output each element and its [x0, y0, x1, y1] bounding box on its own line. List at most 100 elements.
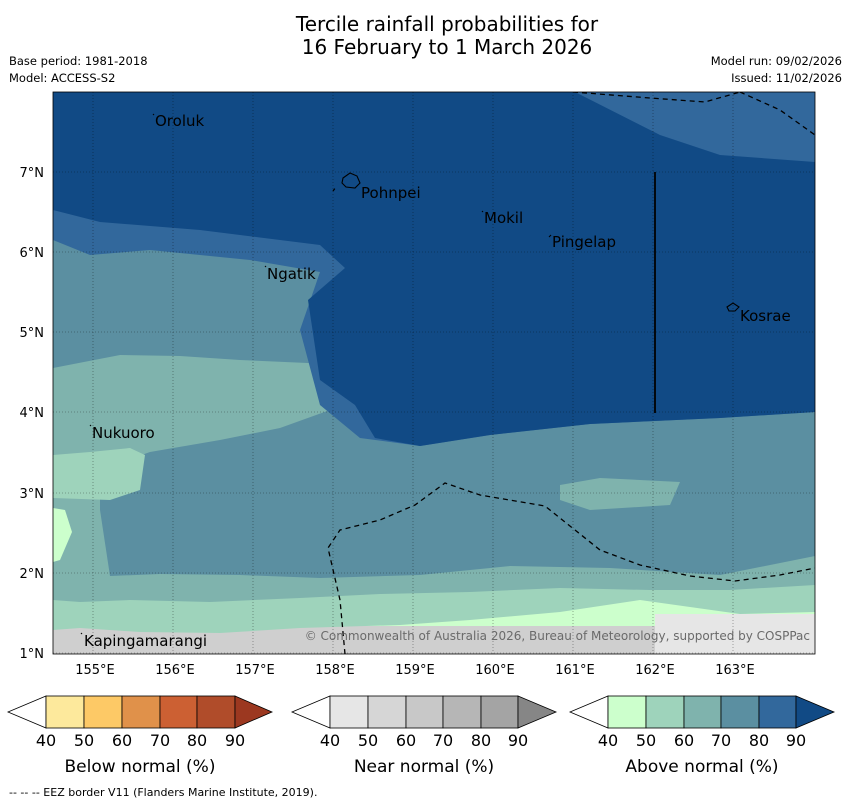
eez-footnote: -- -- -- EEZ border V11 (Flanders Marine… — [9, 786, 318, 799]
colorbar-tick-labels: 40 50 60 70 80 90 40 50 60 70 80 90 40 5… — [36, 731, 806, 750]
lat-label: 6°N — [20, 246, 45, 261]
tick-label: 90 — [786, 731, 806, 750]
tick-label: 60 — [674, 731, 694, 750]
tick-label: 70 — [711, 731, 731, 750]
copyright-notice: © Commonwealth of Australia 2026, Bureau… — [305, 629, 810, 643]
above-50-60-west-patch — [53, 448, 145, 500]
above-normal-title: Above normal (%) — [625, 757, 778, 777]
swatch-above — [720, 695, 760, 729]
kosrae-island-icon — [726, 302, 740, 312]
kapingamarangi-atoll-icon — [80, 632, 83, 635]
tick-label: 40 — [36, 731, 56, 750]
near-normal-title: Near normal (%) — [354, 757, 494, 777]
place-label: Pingelap — [552, 233, 616, 251]
swatch-near — [442, 695, 482, 729]
eez-borders — [327, 92, 815, 654]
colorbar-above — [568, 695, 836, 729]
lat-label: 1°N — [20, 647, 45, 662]
tick-label: 80 — [471, 731, 491, 750]
run-info: Model run: 09/02/2026 Issued: 11/02/2026 — [711, 53, 842, 87]
above-40-50-west-patch — [53, 508, 72, 562]
islands — [80, 113, 740, 635]
lon-label: 163°E — [715, 663, 755, 678]
pingelap-atoll-icon — [548, 234, 552, 238]
above-80-90-corner — [53, 92, 815, 160]
nukuoro-atoll-icon — [89, 424, 92, 427]
swatch-near — [329, 695, 369, 729]
swatch-above — [758, 695, 797, 729]
lon-label: 159°E — [395, 663, 435, 678]
swatch-above — [568, 695, 609, 729]
near-normal-patch — [655, 614, 815, 654]
tick-label: 90 — [508, 731, 528, 750]
lon-label: 162°E — [635, 663, 675, 678]
swatch-above — [683, 695, 722, 729]
place-label: Nukuoro — [92, 424, 155, 442]
above-60-70-patch — [560, 478, 680, 510]
tick-label: 80 — [187, 731, 207, 750]
colorbar-near — [290, 695, 558, 729]
swatch-below — [196, 695, 236, 729]
tick-label: 50 — [636, 731, 656, 750]
swatch-near — [517, 695, 558, 729]
lon-label: 161°E — [555, 663, 595, 678]
tick-label: 50 — [358, 731, 378, 750]
oroluk-atoll-icon — [152, 113, 155, 116]
place-label: Kapingamarangi — [84, 632, 207, 650]
longitude-labels: 155°E 156°E 157°E 158°E 159°E 160°E 161°… — [75, 663, 755, 678]
lat-label: 4°N — [20, 406, 45, 421]
swatch-above — [607, 695, 647, 729]
above-90-plus-area — [53, 92, 815, 446]
swatch-near — [290, 695, 331, 729]
base-period: Base period: 1981-2018 — [9, 54, 148, 68]
tick-label: 40 — [320, 731, 340, 750]
tick-label: 60 — [112, 731, 132, 750]
swatch-above — [645, 695, 685, 729]
tick-label: 50 — [74, 731, 94, 750]
lon-label: 156°E — [155, 663, 195, 678]
pohnpei-island-icon — [341, 172, 361, 189]
lat-label: 2°N — [20, 567, 45, 582]
swatch-near — [367, 695, 407, 729]
tick-label: 70 — [150, 731, 170, 750]
tick-label: 90 — [225, 731, 245, 750]
swatch-near — [405, 695, 444, 729]
lon-label: 157°E — [235, 663, 275, 678]
model-run: Model run: 09/02/2026 — [710, 54, 842, 68]
tick-label: 60 — [396, 731, 416, 750]
tick-label: 40 — [598, 731, 618, 750]
mokil-atoll-icon — [481, 210, 484, 213]
swatch-below — [234, 695, 274, 729]
tick-label: 70 — [433, 731, 453, 750]
place-label: Oroluk — [155, 112, 204, 130]
map-frame — [52, 91, 816, 655]
place-label: Mokil — [484, 209, 523, 227]
lon-label: 158°E — [315, 663, 355, 678]
tick-label: 80 — [749, 731, 769, 750]
title-line-1: Tercile rainfall probabilities for — [295, 12, 599, 36]
lon-label: 160°E — [475, 663, 515, 678]
below-normal-title: Below normal (%) — [65, 757, 216, 777]
place-label: Pohnpei — [361, 184, 421, 202]
colorbar-titles: Below normal (%) Near normal (%) Above n… — [65, 757, 779, 777]
latitude-labels: 7°N 6°N 5°N 4°N 3°N 2°N 1°N — [20, 166, 45, 662]
swatch-above — [795, 695, 836, 729]
colorbar-below — [6, 695, 274, 729]
title-line-2: 16 February to 1 March 2026 — [301, 35, 593, 59]
swatch-below — [83, 695, 123, 729]
lat-label: 7°N — [20, 166, 45, 181]
lon-label: 155°E — [75, 663, 115, 678]
model-name: Model: ACCESS-S2 — [9, 71, 116, 85]
swatch-below — [6, 695, 47, 729]
issued-date: Issued: 11/02/2026 — [731, 71, 842, 85]
ngatik-atoll-icon — [264, 265, 267, 268]
swatch-below — [45, 695, 85, 729]
place-label: Ngatik — [267, 265, 316, 283]
swatch-below — [121, 695, 161, 729]
place-label: Kosrae — [740, 307, 791, 325]
probability-fields — [53, 92, 815, 654]
swatch-below — [159, 695, 198, 729]
graticule — [53, 92, 815, 654]
lat-label: 3°N — [20, 487, 45, 502]
